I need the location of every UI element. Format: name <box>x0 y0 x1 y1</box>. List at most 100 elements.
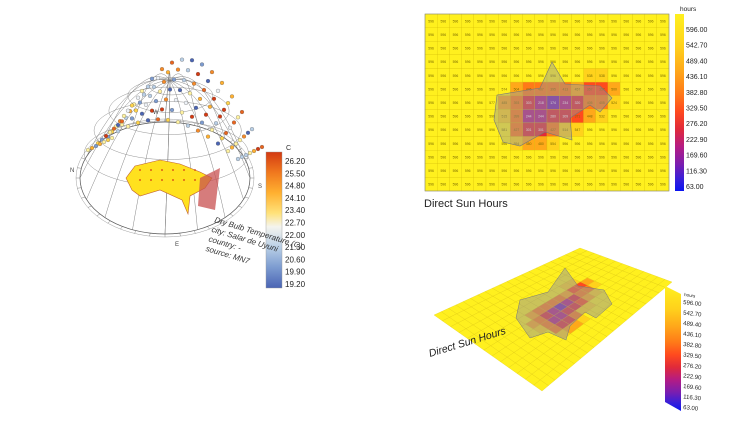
sun-position <box>139 111 145 116</box>
grid-cell-value: 596 <box>538 74 544 78</box>
grid-cell-value: 596 <box>660 60 666 64</box>
perspective-cell <box>658 279 673 288</box>
sun-position <box>159 107 165 112</box>
sun-position <box>115 122 121 128</box>
grid-cell-value: 596 <box>611 33 617 37</box>
sun-position <box>235 115 241 120</box>
sun-position <box>171 77 177 82</box>
grid-cell-value: 596 <box>514 19 520 23</box>
grid-cell-value: 596 <box>428 101 434 105</box>
grid-cell-value: 596 <box>465 87 471 91</box>
grid-cell-value: 596 <box>611 60 617 64</box>
grid-cell-value: 596 <box>660 87 666 91</box>
grid-cell-value: 596 <box>477 60 483 64</box>
grid-cell-value: 596 <box>440 74 446 78</box>
grid-cell-value: 596 <box>501 74 507 78</box>
sun-position <box>181 78 187 83</box>
canopy-point <box>194 169 196 171</box>
grid-cell-value: 596 <box>489 142 495 146</box>
legend-tick-label: 22.00 <box>285 231 306 240</box>
grid-cell-value: 596 <box>465 128 471 132</box>
compass-tick <box>244 157 249 160</box>
grid-cell-value: 596 <box>489 155 495 159</box>
grid-cell-value: 596 <box>575 169 581 173</box>
compass-tick <box>193 230 196 234</box>
compass-tick <box>248 187 253 189</box>
grid-cell-value: 596 <box>636 128 642 132</box>
sun-position <box>133 108 139 113</box>
grid-cell-value: 596 <box>440 169 446 173</box>
grid-cell-value: 596 <box>440 115 446 119</box>
canopy-point <box>150 179 152 181</box>
compass-tick <box>244 196 249 199</box>
hourly-sun-points <box>85 57 265 162</box>
sun-position <box>259 144 265 150</box>
compass-tick <box>230 139 234 143</box>
legend-tick-label: 542.70 <box>683 311 703 319</box>
grid-cell-value: 596 <box>465 183 471 187</box>
grid-cell-value: 596 <box>550 183 556 187</box>
sun-position <box>107 130 113 135</box>
grid-cell-value: 596 <box>501 33 507 37</box>
dome-wireframe <box>75 72 255 238</box>
grid-cell-value: 596 <box>611 47 617 51</box>
hours-legend-top-bar <box>675 14 684 191</box>
sun-position <box>135 95 141 100</box>
grid-cell-value: 514 <box>562 128 568 132</box>
sun-position <box>169 60 175 65</box>
sun-position <box>235 156 241 162</box>
compass-tick <box>238 148 243 151</box>
grid-cell-value: 596 <box>575 33 581 37</box>
grid-cell-value: 596 <box>453 87 459 91</box>
sun-position <box>125 124 131 129</box>
grid-cell-value: 596 <box>550 33 556 37</box>
grid-cell-value: 596 <box>501 183 507 187</box>
sun-position <box>237 138 243 143</box>
canopy-point <box>161 179 163 181</box>
sun-position <box>163 97 169 102</box>
grid-cell-value: 596 <box>636 169 642 173</box>
sun-position <box>203 112 209 117</box>
sun-position <box>239 154 245 160</box>
grid-cell-value: 596 <box>526 155 532 159</box>
compass-tick <box>207 126 210 130</box>
grid-cell-value: 596 <box>465 47 471 51</box>
grid-cell-value: 596 <box>587 60 593 64</box>
grid-cell-value: 596 <box>648 60 654 64</box>
sun-position <box>229 94 235 99</box>
canopy-shape <box>493 61 613 147</box>
legend-tick-label: 329.50 <box>683 353 703 361</box>
sun-position <box>239 109 245 115</box>
compass-tick <box>107 220 111 224</box>
grid-cell-value: 596 <box>636 101 642 105</box>
grid-cell-value: 395 <box>550 87 556 91</box>
grid-cell-value: 596 <box>599 128 605 132</box>
grid-cell-value: 596 <box>489 87 495 91</box>
grid-cell-value: 596 <box>440 101 446 105</box>
grid-cell-value: 407 <box>538 87 544 91</box>
grid-cell-value: 485 <box>501 101 507 105</box>
grid-cell-value: 596 <box>623 60 629 64</box>
grid-cell-value: 596 <box>575 183 581 187</box>
grid-cell-value: 234 <box>562 101 568 105</box>
grid-cell-value: 596 <box>453 115 459 119</box>
meridian-arc <box>164 72 171 235</box>
sun-position <box>195 128 201 133</box>
sun-position <box>189 58 195 63</box>
compass-label: E <box>175 242 179 248</box>
grid-cell-value: 596 <box>611 19 617 23</box>
legend-tick-label: 382.80 <box>686 90 708 97</box>
grid-cell-value: 596 <box>648 87 654 91</box>
grid-cell-value: 596 <box>428 128 434 132</box>
grid-cell-value: 596 <box>538 19 544 23</box>
compass-tick <box>81 157 86 160</box>
grid-cell-value: 427 <box>514 128 520 132</box>
grid-cell-value: 174 <box>550 101 556 105</box>
grid-cell-value: 596 <box>575 155 581 159</box>
grid-cell-value: 596 <box>550 19 556 23</box>
sun-position <box>225 101 231 106</box>
compass-tick <box>193 122 196 126</box>
grid-cell-value: 596 <box>465 101 471 105</box>
sun-position <box>223 131 229 136</box>
grid-cell-value: 596 <box>477 101 483 105</box>
